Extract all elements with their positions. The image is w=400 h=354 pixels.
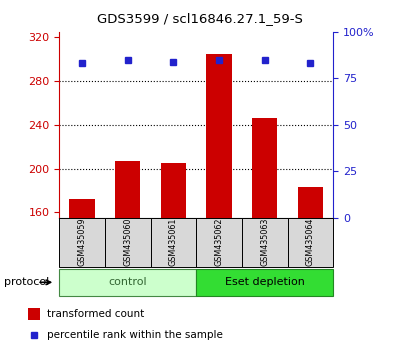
Bar (28, 308, 40, 320)
Bar (59, 218, 105, 267)
Text: percentile rank within the sample: percentile rank within the sample (48, 330, 223, 340)
Text: protocol: protocol (4, 277, 49, 287)
Bar (196, 269, 333, 296)
Bar (115, 161, 140, 218)
Bar (150, 218, 196, 267)
Bar (252, 118, 277, 218)
Text: GSM435063: GSM435063 (260, 218, 269, 266)
Bar (298, 187, 323, 218)
Text: GSM435064: GSM435064 (306, 218, 315, 266)
Text: GSM435061: GSM435061 (169, 218, 178, 266)
Text: transformed count: transformed count (48, 309, 145, 319)
Text: GSM435062: GSM435062 (214, 218, 224, 266)
Bar (59, 269, 196, 296)
Bar (288, 218, 333, 267)
Text: Eset depletion: Eset depletion (225, 277, 305, 287)
Bar (196, 218, 242, 267)
Bar (242, 218, 288, 267)
Text: GSM435060: GSM435060 (123, 218, 132, 266)
Text: GDS3599 / scl16846.27.1_59-S: GDS3599 / scl16846.27.1_59-S (97, 12, 303, 25)
Text: GSM435059: GSM435059 (78, 218, 86, 266)
Bar (161, 163, 186, 218)
Bar (70, 199, 94, 218)
Bar (206, 54, 232, 218)
Text: control: control (108, 277, 147, 287)
Bar (105, 218, 150, 267)
